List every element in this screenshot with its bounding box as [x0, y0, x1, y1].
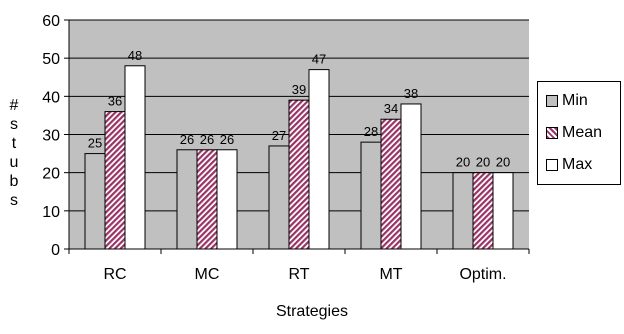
- data-label: 25: [88, 136, 102, 151]
- legend-item-min: Min: [546, 91, 588, 111]
- x-tick-label: MC: [195, 266, 220, 283]
- y-axis-label-char: s: [10, 192, 18, 209]
- bar-mean-mt: [380, 118, 402, 250]
- bar-min-optim: [452, 172, 474, 250]
- bar-mean-optim: [472, 172, 494, 250]
- legend-swatch-max: [546, 159, 558, 171]
- data-label: 28: [364, 124, 378, 139]
- bar-mean-mc: [196, 149, 218, 250]
- y-tick-label: 30: [42, 128, 60, 145]
- bar-min-rc: [84, 153, 106, 250]
- data-label: 38: [404, 86, 418, 101]
- y-axis-label-char: s: [10, 116, 18, 133]
- data-label: 26: [200, 132, 214, 147]
- x-tick-label: RT: [288, 266, 309, 283]
- data-label: 27: [272, 128, 286, 143]
- data-label: 48: [128, 48, 142, 63]
- bar-max-mt: [400, 103, 422, 250]
- legend-label-mean: Mean: [562, 124, 603, 141]
- data-label: 20: [496, 155, 510, 170]
- legend-swatch-mean: [546, 127, 558, 139]
- y-tick-label: 50: [42, 51, 60, 68]
- bar-max-rt: [308, 69, 330, 250]
- data-label: 26: [220, 132, 234, 147]
- y-tick-label: 60: [42, 13, 60, 30]
- legend-item-mean: Mean: [546, 123, 602, 143]
- y-axis-label-char: b: [10, 173, 19, 190]
- data-label: 36: [108, 94, 122, 109]
- bar-min-mc: [176, 149, 198, 250]
- x-axis-label: Strategies: [275, 303, 349, 320]
- y-tick-label: 20: [42, 166, 60, 183]
- data-label: 20: [456, 155, 470, 170]
- y-tick-label: 10: [42, 204, 60, 221]
- data-label: 34: [384, 101, 398, 116]
- y-axis-label-char: #: [10, 97, 19, 114]
- bar-min-rt: [268, 145, 290, 250]
- bar-max-rc: [124, 65, 146, 250]
- data-label: 39: [292, 82, 306, 97]
- legend-label-max: Max: [562, 156, 593, 173]
- bar-min-mt: [360, 141, 382, 250]
- x-tick-label: RC: [103, 266, 126, 283]
- legend: Min Mean Max: [537, 81, 621, 185]
- plot-area: 25 36 48 RC 26 26 26 MC 27 39 47 RT 28 34 38 MT 20 20 20 Op…: [42, 13, 530, 283]
- data-label: 47: [312, 52, 326, 67]
- data-label: 20: [476, 155, 490, 170]
- y-tick-label: 0: [51, 242, 60, 259]
- x-tick-label: Optim.: [459, 266, 506, 283]
- legend-label-min: Min: [562, 92, 588, 109]
- x-tick-label: MT: [379, 266, 402, 283]
- bar-max-optim: [492, 172, 514, 250]
- legend-swatch-min: [546, 95, 558, 107]
- bar-mean-rc: [104, 111, 126, 250]
- y-axis-label-char: t: [12, 135, 17, 152]
- legend-item-max: Max: [546, 155, 592, 175]
- data-label: 26: [180, 132, 194, 147]
- bar-max-mc: [216, 149, 238, 250]
- y-axis-label-char: u: [10, 154, 19, 171]
- y-tick-label: 40: [42, 89, 60, 106]
- bar-mean-rt: [288, 99, 310, 250]
